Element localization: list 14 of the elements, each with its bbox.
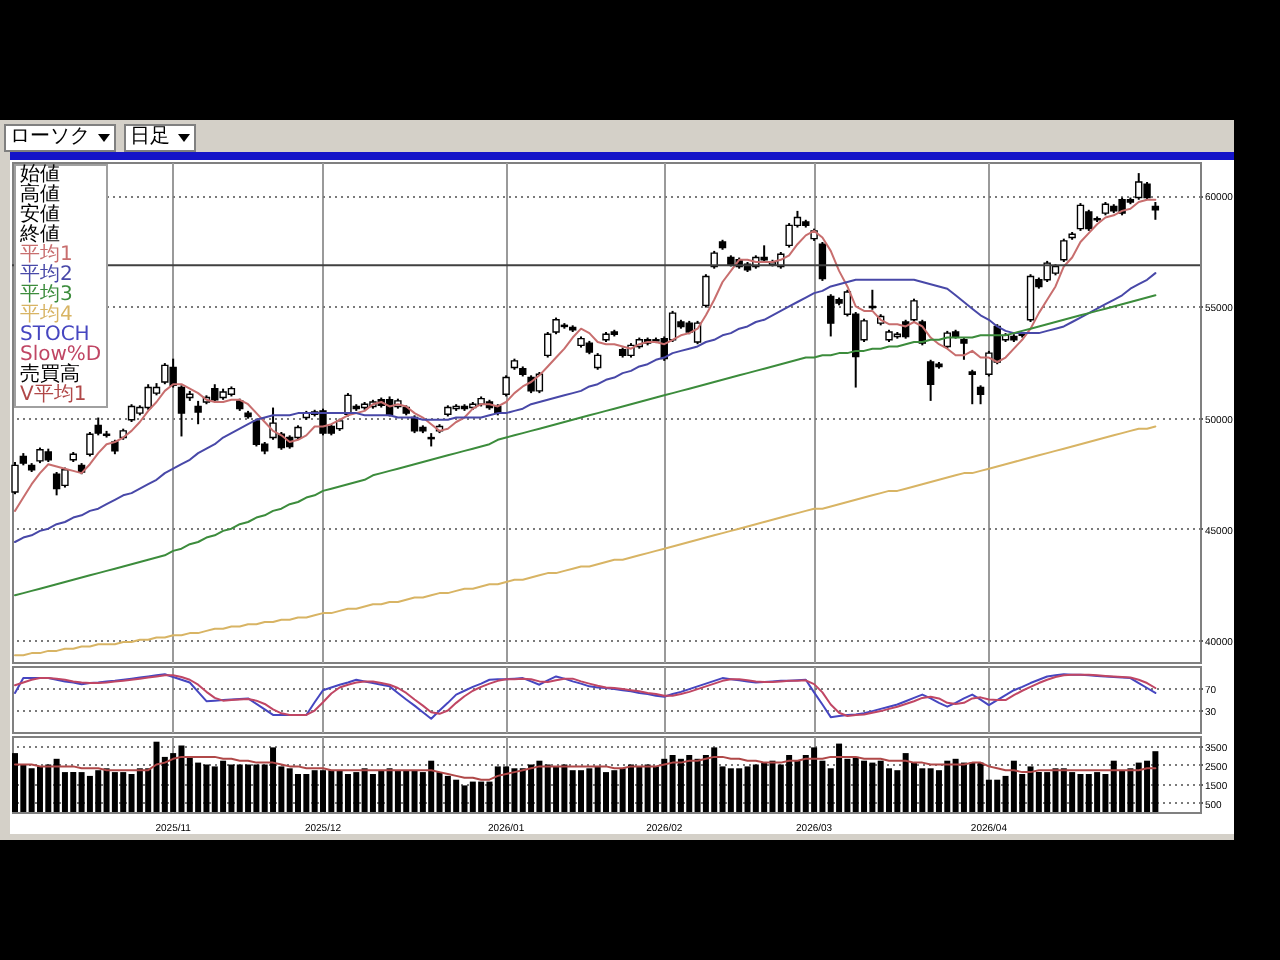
annotation: 始値 (20, 164, 62, 186)
text: Slow%D (20, 344, 102, 366)
text: 平均3 (20, 284, 75, 306)
text: V平均1 (20, 384, 89, 406)
annotation: 安値 (20, 204, 62, 226)
text: 平均4 (20, 304, 73, 326)
text: 平均2 (20, 264, 75, 286)
text: 平均1 (20, 244, 75, 266)
annotation: 高値 (20, 184, 62, 206)
text: ローソク (4, 124, 116, 152)
text: STOCH (20, 324, 90, 346)
annotation: 終値 (20, 224, 62, 246)
text: 日足 (124, 124, 196, 152)
text: 売買高 (20, 364, 80, 386)
